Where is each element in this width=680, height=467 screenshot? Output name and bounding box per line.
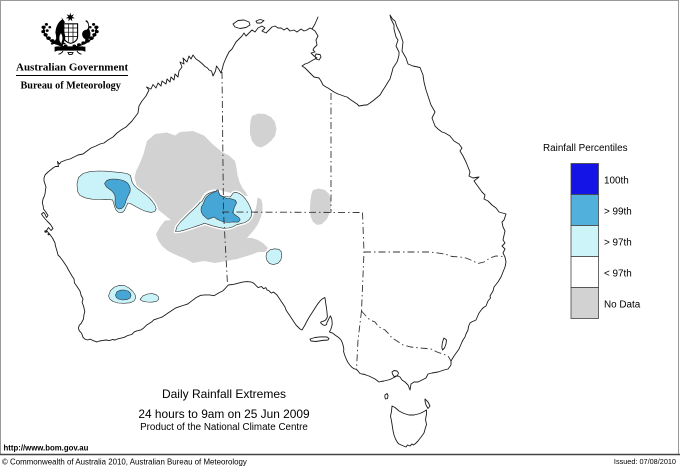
svg-text:24 hours to 9am on 25 Jun 2009: 24 hours to 9am on 25 Jun 2009 xyxy=(138,407,310,421)
svg-text:100th: 100th xyxy=(604,176,629,187)
svg-text:Australian Government: Australian Government xyxy=(16,62,128,74)
svg-text:Issued: 07/08/2010: Issued: 07/08/2010 xyxy=(614,457,676,466)
svg-text:© Commonwealth of Australia 20: © Commonwealth of Australia 2010, Austra… xyxy=(2,458,247,467)
svg-text:Bureau of Meteorology: Bureau of Meteorology xyxy=(21,80,121,91)
svg-text:Rainfall Percentiles: Rainfall Percentiles xyxy=(543,143,628,154)
svg-text:http://www.bom.gov.au: http://www.bom.gov.au xyxy=(4,444,89,453)
svg-text:> 97th: > 97th xyxy=(604,238,632,249)
svg-text:Product of the National Climat: Product of the National Climate Centre xyxy=(140,422,308,433)
svg-text:Daily Rainfall Extremes: Daily Rainfall Extremes xyxy=(162,387,286,401)
svg-text:> 99th: > 99th xyxy=(604,207,632,218)
svg-text:No Data: No Data xyxy=(604,300,641,311)
svg-text:< 97th: < 97th xyxy=(604,269,632,280)
